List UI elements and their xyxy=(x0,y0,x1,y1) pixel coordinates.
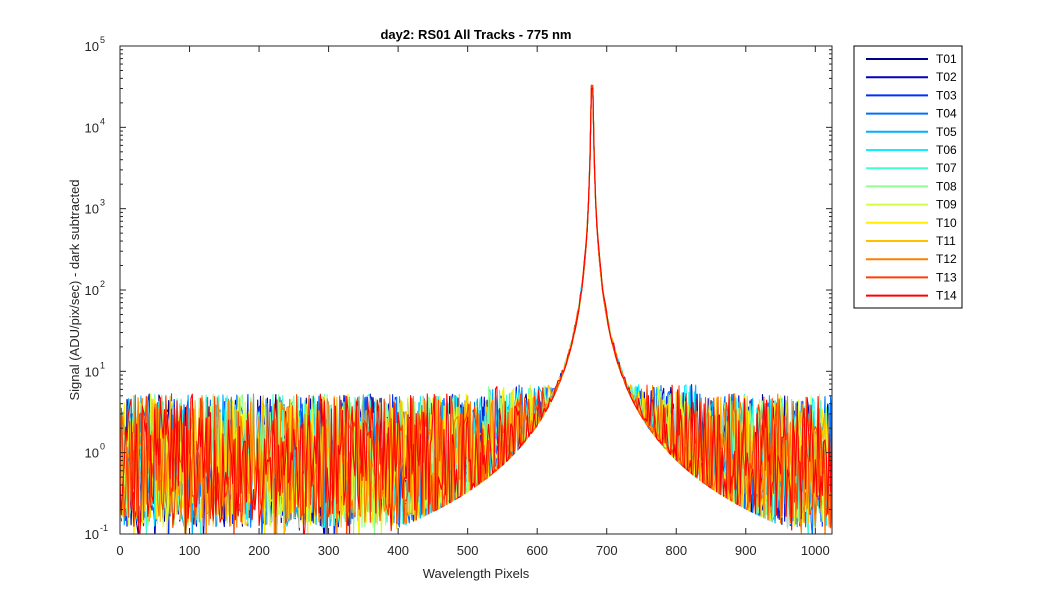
x-tick-label: 300 xyxy=(318,543,340,558)
legend-entry-t03: T03 xyxy=(936,88,957,102)
legend-entry-t13: T13 xyxy=(936,270,957,284)
y-tick-exponent: 5 xyxy=(100,35,105,45)
x-tick-label: 400 xyxy=(387,543,409,558)
y-tick-label: 10 1 xyxy=(85,360,105,379)
y-tick-base: 10 xyxy=(85,527,99,542)
plot-frame xyxy=(119,45,833,535)
y-tick-exponent: 3 xyxy=(100,198,105,208)
legend-entry-t01: T01 xyxy=(936,52,957,66)
legend-entry-t06: T06 xyxy=(936,143,957,157)
series-line-t14 xyxy=(120,87,832,534)
legend-entry-t08: T08 xyxy=(936,179,957,193)
y-tick-exponent: 0 xyxy=(100,442,105,452)
legend-entry-t10: T10 xyxy=(936,216,957,230)
y-tick-exponent: -1 xyxy=(100,523,108,533)
x-tick-label: 100 xyxy=(179,543,201,558)
x-tick-label: 200 xyxy=(248,543,270,558)
y-tick-exponent: 4 xyxy=(100,116,105,126)
y-axis-label: Signal (ADU/pix/sec) - dark subtracted xyxy=(67,179,82,400)
y-tick-base: 10 xyxy=(85,446,99,461)
y-tick-exponent: 2 xyxy=(100,279,105,289)
legend-entry-t11: T11 xyxy=(936,234,956,248)
y-tick-label: 10 -1 xyxy=(85,523,108,542)
x-axis-label: Wavelength Pixels xyxy=(423,566,530,581)
y-tick-label: 10 5 xyxy=(85,35,105,54)
legend-entry-t07: T07 xyxy=(936,161,957,175)
legend: T01 T02 T03 T04 T05 T06 T07 T08 T09 T10 T11 T12 T13 T… xyxy=(853,45,963,309)
x-tick-label: 900 xyxy=(735,543,757,558)
x-tick-label: 600 xyxy=(526,543,548,558)
legend-entry-t04: T04 xyxy=(936,107,957,121)
x-tick-label: 700 xyxy=(596,543,618,558)
x-tick-label: 1000 xyxy=(801,543,830,558)
legend-entry-t09: T09 xyxy=(936,198,957,212)
y-tick-base: 10 xyxy=(85,202,99,217)
legend-entry-t14: T14 xyxy=(936,289,957,303)
legend-entry-t05: T05 xyxy=(936,125,957,139)
y-tick-base: 10 xyxy=(85,120,99,135)
legend-box xyxy=(853,45,963,309)
y-tick-label: 10 4 xyxy=(85,116,105,135)
x-tick-label: 500 xyxy=(457,543,479,558)
y-tick-exponent: 1 xyxy=(100,360,105,370)
x-tick-label: 0 xyxy=(116,543,123,558)
legend-entry-t02: T02 xyxy=(936,70,957,84)
chart-title: day2: RS01 All Tracks - 775 nm xyxy=(380,27,571,42)
x-tick-label: 800 xyxy=(665,543,687,558)
legend-entry-t12: T12 xyxy=(936,252,957,266)
y-tick-base: 10 xyxy=(85,364,99,379)
y-tick-label: 10 0 xyxy=(85,442,105,461)
y-tick-base: 10 xyxy=(85,283,99,298)
y-tick-label: 10 2 xyxy=(85,279,105,298)
y-tick-label: 10 3 xyxy=(85,198,105,217)
y-tick-base: 10 xyxy=(85,39,99,54)
series-layer xyxy=(120,84,832,534)
